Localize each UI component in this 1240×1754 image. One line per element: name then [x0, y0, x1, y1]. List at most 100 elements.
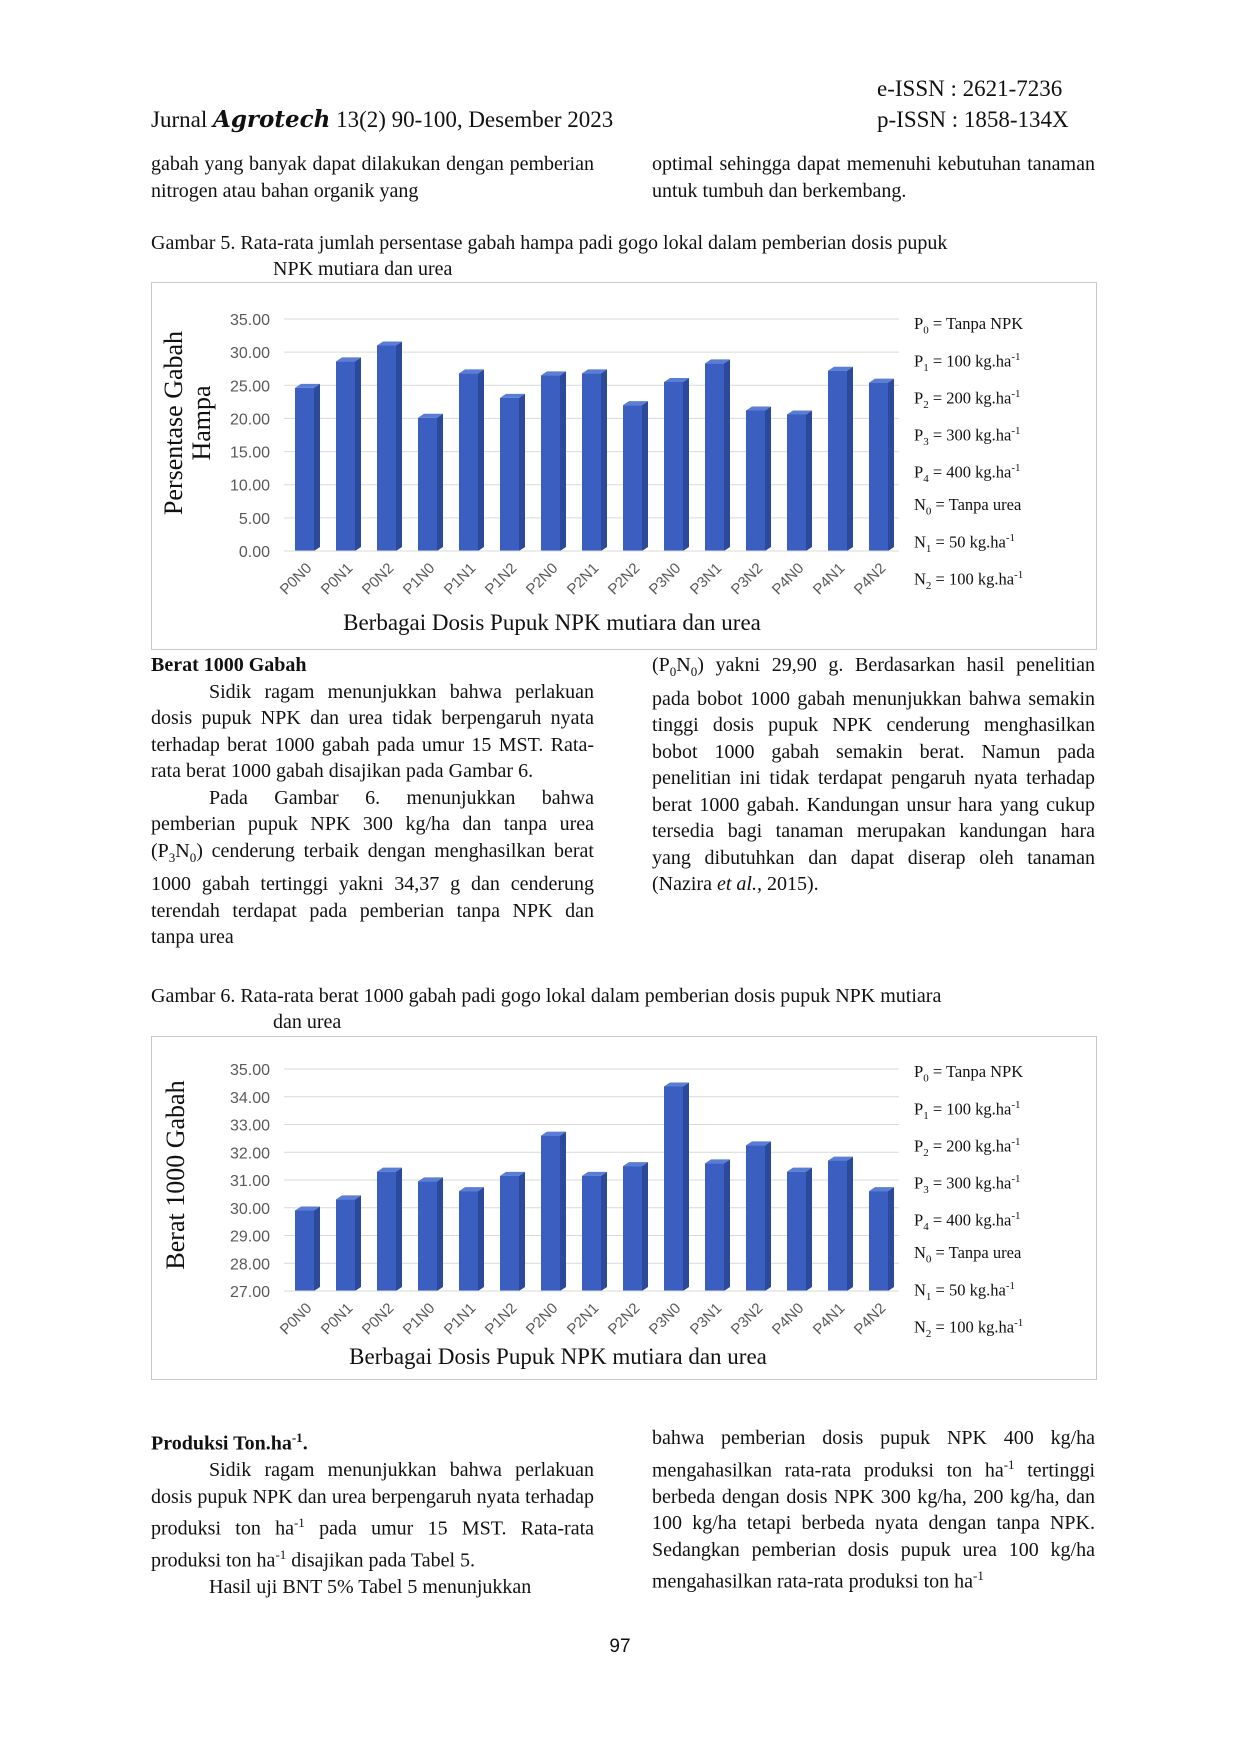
- x-tick-label: P1N2: [482, 560, 521, 599]
- legend: P0 = Tanpa NPK P1 = 100 kg.ha-1 P2 = 200…: [914, 314, 1024, 592]
- x-tick-label: P0N2: [359, 1300, 398, 1339]
- x-tick-label: P2N1: [564, 1300, 603, 1339]
- x-tick-label: P2N0: [523, 560, 562, 599]
- x-tick-label: P0N1: [318, 560, 357, 599]
- x-tick-label: P3N1: [687, 1300, 726, 1339]
- x-tick-label: P0N1: [318, 1300, 357, 1339]
- bar: [746, 406, 771, 551]
- section-heading-berat: Berat 1000 Gabah: [151, 654, 307, 676]
- bar: [869, 378, 894, 551]
- bar: [582, 369, 607, 551]
- bar: [295, 1206, 320, 1291]
- x-tick-label: P3N0: [646, 1300, 685, 1339]
- x-axis-title: Berbagai Dosis Pupuk NPK mutiara dan ure…: [343, 610, 761, 635]
- x-tick-label: P3N0: [646, 560, 685, 599]
- y-tick-label: 29.00: [230, 1229, 270, 1246]
- x-tick-label: P0N0: [277, 560, 316, 599]
- x-tick-label: P4N0: [769, 1300, 808, 1339]
- x-tick-label: P2N2: [605, 560, 644, 599]
- x-tick-label: P2N0: [523, 1300, 562, 1339]
- produksi-left-column: Produksi Ton.ha-1. Sidik ragam menunjukk…: [151, 1425, 594, 1601]
- y-axis-title: Persentase GabahHampa: [159, 331, 216, 515]
- y-tick-label: 27.00: [230, 1284, 270, 1301]
- x-tick-label: P0N2: [359, 560, 398, 599]
- bar: [623, 401, 648, 551]
- journal-brand: Agrotech: [212, 106, 331, 133]
- x-tick-label: P3N1: [687, 560, 726, 599]
- figure-5-chart: 0.00 5.00 10.00 15.00 20.00 25.00 30.00 35.00 P0…: [151, 282, 1097, 650]
- x-tick-label: P1N0: [400, 560, 439, 599]
- eissn: e-ISSN : 2621-7236: [877, 76, 1063, 101]
- bar: [541, 1131, 566, 1291]
- figure-6-caption: Gambar 6. Rata-rata berat 1000 gabah pad…: [151, 985, 942, 1033]
- y-tick-label: 30.00: [230, 1201, 270, 1218]
- x-tick-label: P0N0: [277, 1300, 316, 1339]
- bar: [828, 1156, 853, 1291]
- top-left-text: gabah yang banyak dapat dilakukan dengan…: [151, 153, 594, 202]
- x-tick-label: P3N2: [728, 1300, 767, 1339]
- bar: [582, 1171, 607, 1291]
- x-tick-label: P1N1: [441, 560, 480, 599]
- bar: [787, 1167, 812, 1291]
- section-heading-produksi: Produksi Ton.ha-1.: [151, 1430, 308, 1455]
- bar: [336, 357, 361, 551]
- page-number: 97: [609, 1636, 631, 1657]
- bar: [705, 1159, 730, 1291]
- top-right-text: optimal sehingga dapat memenuhi kebutuha…: [652, 153, 1095, 202]
- bar: [705, 359, 730, 551]
- produksi-right-column: bahwa pemberian dosis pupuk NPK 400 kg/h…: [652, 1427, 1096, 1593]
- bar: [418, 1177, 443, 1291]
- bar: [664, 1082, 689, 1291]
- bar: [418, 413, 443, 551]
- bar: [459, 369, 484, 551]
- x-tick-label: P2N1: [564, 560, 603, 599]
- bar: [295, 383, 320, 551]
- berat-left-column: Berat 1000 Gabah Sidik ragam menunjukkan…: [151, 654, 594, 948]
- x-tick-label: P1N1: [441, 1300, 480, 1339]
- y-tick-label: 35.00: [230, 312, 270, 329]
- x-tick-label: P4N0: [769, 560, 808, 599]
- y-tick-label: 34.00: [230, 1090, 270, 1107]
- bar: [623, 1162, 648, 1291]
- bar: [664, 377, 689, 551]
- bar: [500, 393, 525, 551]
- y-tick-label: 5.00: [239, 511, 270, 528]
- y-tick-label: 35.00: [230, 1062, 270, 1079]
- figure-5-plot: 0.00 5.00 10.00 15.00 20.00 25.00 30.00 35.00 P0…: [159, 312, 899, 635]
- y-tick-label: 30.00: [230, 345, 270, 362]
- x-tick-label: P4N1: [810, 560, 849, 599]
- y-tick-label: 20.00: [230, 411, 270, 428]
- bar: [377, 1167, 402, 1291]
- x-tick-label: P4N2: [851, 560, 890, 599]
- y-tick-label: 15.00: [230, 445, 270, 462]
- bar: [500, 1171, 525, 1291]
- y-tick-label: 25.00: [230, 378, 270, 395]
- x-tick-label: P4N2: [851, 1300, 890, 1339]
- y-tick-label: 31.00: [230, 1173, 270, 1190]
- y-tick-label: 28.00: [230, 1256, 270, 1273]
- y-tick-label: 33.00: [230, 1118, 270, 1135]
- bar: [541, 371, 566, 551]
- y-tick-label: 10.00: [230, 478, 270, 495]
- figure-5-caption: Gambar 5. Rata-rata jumlah persentase ga…: [151, 232, 948, 280]
- x-axis-title: Berbagai Dosis Pupuk NPK mutiara dan ure…: [349, 1344, 767, 1369]
- pissn: p-ISSN : 1858-134X: [877, 107, 1069, 132]
- berat-right-column: (P0N0) yakni 29,90 g. Berdasarkan hasil …: [652, 654, 1095, 895]
- bar: [377, 341, 402, 551]
- bar: [787, 410, 812, 551]
- bar: [828, 366, 853, 551]
- x-tick-label: P3N2: [728, 560, 767, 599]
- bar: [746, 1141, 771, 1291]
- bar: [459, 1187, 484, 1291]
- figure-6-plot: 27.00 28.00 29.00 30.00 31.00 32.00 33.00 34.00…: [161, 1062, 899, 1369]
- x-tick-label: P4N1: [810, 1300, 849, 1339]
- y-tick-label: 32.00: [230, 1145, 270, 1162]
- bar: [336, 1195, 361, 1291]
- x-tick-label: P2N2: [605, 1300, 644, 1339]
- journal-title: Jurnal Agrotech 13(2) 90-100, Desember 2…: [151, 106, 614, 133]
- bar: [869, 1187, 894, 1291]
- figure-6-chart: 27.00 28.00 29.00 30.00 31.00 32.00 33.00 34.00…: [151, 1036, 1097, 1380]
- y-axis-title: Berat 1000 Gabah: [161, 1080, 190, 1269]
- x-tick-label: P1N0: [400, 1300, 439, 1339]
- x-tick-label: P1N2: [482, 1300, 521, 1339]
